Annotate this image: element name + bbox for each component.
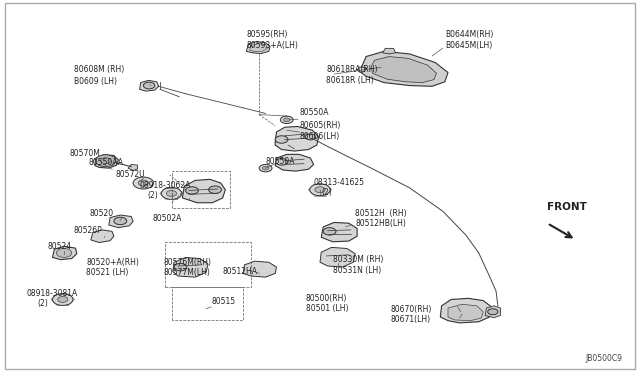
Circle shape xyxy=(280,116,293,124)
Text: 80550A: 80550A xyxy=(266,157,295,166)
Text: 80520+A(RH): 80520+A(RH) xyxy=(86,258,140,267)
Polygon shape xyxy=(250,44,268,51)
Text: 80520: 80520 xyxy=(90,209,114,218)
Circle shape xyxy=(323,228,336,235)
Polygon shape xyxy=(383,48,396,54)
Circle shape xyxy=(276,158,287,165)
Text: 80550A: 80550A xyxy=(300,108,329,117)
Circle shape xyxy=(284,118,290,122)
Text: 80608M (RH): 80608M (RH) xyxy=(74,65,124,74)
Text: 80502A: 80502A xyxy=(152,214,182,223)
Text: 80515: 80515 xyxy=(211,297,236,306)
Text: 80531N (LH): 80531N (LH) xyxy=(333,266,381,275)
Polygon shape xyxy=(95,155,118,168)
Circle shape xyxy=(488,309,498,315)
Circle shape xyxy=(58,296,68,302)
Text: JB0500C9: JB0500C9 xyxy=(585,354,622,363)
Circle shape xyxy=(275,136,288,143)
Text: 80330M (RH): 80330M (RH) xyxy=(333,255,383,264)
Polygon shape xyxy=(320,247,355,267)
Polygon shape xyxy=(243,261,276,277)
Polygon shape xyxy=(52,246,77,260)
Text: 80512HA: 80512HA xyxy=(223,267,258,276)
Circle shape xyxy=(305,134,316,140)
Polygon shape xyxy=(246,42,270,54)
Polygon shape xyxy=(91,230,114,243)
Circle shape xyxy=(133,177,154,189)
Text: 80501 (LH): 80501 (LH) xyxy=(306,304,348,313)
Circle shape xyxy=(209,186,221,193)
Circle shape xyxy=(52,294,73,305)
Text: 80521 (LH): 80521 (LH) xyxy=(86,268,129,277)
Text: 80550AA: 80550AA xyxy=(88,158,124,167)
Circle shape xyxy=(310,184,330,196)
Text: B0645M(LH): B0645M(LH) xyxy=(445,41,492,50)
Text: 80572U: 80572U xyxy=(115,170,145,179)
Text: 80605(RH): 80605(RH) xyxy=(300,121,341,130)
Circle shape xyxy=(95,155,116,167)
Text: 80618RA(RH): 80618RA(RH) xyxy=(326,65,378,74)
Text: 80570M: 80570M xyxy=(69,149,100,158)
Circle shape xyxy=(259,164,272,172)
Polygon shape xyxy=(109,215,133,228)
Polygon shape xyxy=(448,304,483,321)
Text: (2): (2) xyxy=(321,188,332,197)
Polygon shape xyxy=(357,67,366,72)
Circle shape xyxy=(56,248,72,257)
Text: 80595(RH): 80595(RH) xyxy=(246,30,288,39)
Text: B0644M(RH): B0644M(RH) xyxy=(445,30,493,39)
Text: 80618R (LH): 80618R (LH) xyxy=(326,76,374,85)
Polygon shape xyxy=(371,57,436,83)
Circle shape xyxy=(143,82,155,89)
Text: 80500(RH): 80500(RH) xyxy=(306,294,348,303)
Circle shape xyxy=(262,166,269,170)
Polygon shape xyxy=(275,126,319,151)
Polygon shape xyxy=(275,154,314,171)
Text: 80670(RH): 80670(RH) xyxy=(390,305,432,314)
Polygon shape xyxy=(440,298,492,323)
Text: (2): (2) xyxy=(37,299,48,308)
Circle shape xyxy=(100,158,111,164)
Polygon shape xyxy=(485,306,500,318)
Text: 80512HB(LH): 80512HB(LH) xyxy=(355,219,406,228)
Text: 08918-3062A: 08918-3062A xyxy=(140,181,191,190)
Polygon shape xyxy=(360,51,448,86)
Circle shape xyxy=(186,187,198,194)
Text: FRONT: FRONT xyxy=(547,202,587,212)
Text: (2): (2) xyxy=(147,191,158,200)
Circle shape xyxy=(166,190,177,196)
Text: 80524: 80524 xyxy=(48,242,72,251)
Polygon shape xyxy=(321,222,357,242)
Circle shape xyxy=(114,217,127,225)
Circle shape xyxy=(174,263,187,271)
Polygon shape xyxy=(140,80,159,91)
Text: 80606(LH): 80606(LH) xyxy=(300,132,340,141)
Text: 08313-41625: 08313-41625 xyxy=(314,178,365,187)
Text: 80526P: 80526P xyxy=(74,226,102,235)
Circle shape xyxy=(138,180,148,186)
Polygon shape xyxy=(182,179,225,203)
Text: 80671(LH): 80671(LH) xyxy=(390,315,431,324)
Text: 80576M(RH): 80576M(RH) xyxy=(163,258,211,267)
Circle shape xyxy=(315,187,325,193)
Polygon shape xyxy=(128,164,138,170)
Text: 80577M(LH): 80577M(LH) xyxy=(163,268,210,277)
Circle shape xyxy=(161,187,182,199)
Text: B0609 (LH): B0609 (LH) xyxy=(74,77,116,86)
Polygon shape xyxy=(173,257,208,277)
Text: 08918-3081A: 08918-3081A xyxy=(27,289,78,298)
Text: 80512H  (RH): 80512H (RH) xyxy=(355,209,407,218)
Text: 80593+A(LH): 80593+A(LH) xyxy=(246,41,298,50)
